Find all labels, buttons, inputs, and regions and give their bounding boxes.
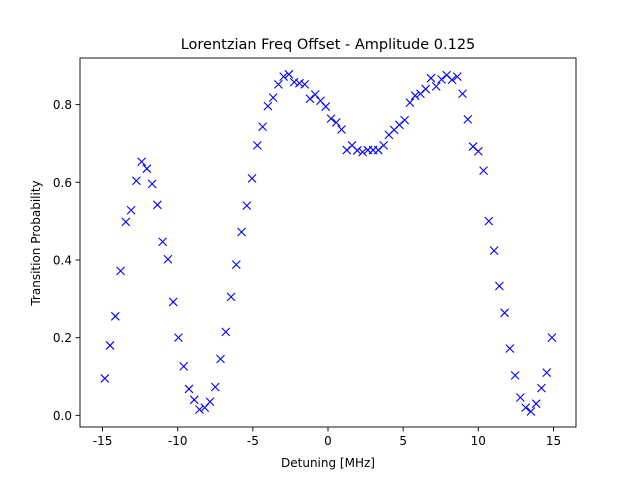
data-point bbox=[494, 281, 504, 291]
data-point bbox=[505, 344, 515, 353]
data-point bbox=[163, 254, 173, 264]
y-tick-label: 0.2 bbox=[53, 331, 72, 345]
data-point bbox=[542, 368, 552, 378]
data-point bbox=[237, 227, 246, 237]
data-point bbox=[331, 118, 341, 127]
data-point bbox=[463, 114, 473, 124]
data-point bbox=[105, 341, 115, 350]
chart-title: Lorentzian Freq Offset - Amplitude 0.125 bbox=[181, 37, 476, 53]
plot-area: -15 -10 -5 0 5 10 15 0.0 0.2 0.4 0.6 0.8 bbox=[53, 57, 577, 448]
y-tick-label: 0.6 bbox=[53, 176, 72, 190]
data-point bbox=[252, 141, 262, 150]
data-point bbox=[242, 201, 252, 210]
data-point bbox=[274, 80, 283, 89]
axes-frame bbox=[79, 57, 577, 428]
data-point bbox=[537, 383, 546, 393]
data-point bbox=[479, 166, 488, 176]
data-point bbox=[400, 115, 410, 125]
data-point bbox=[126, 205, 136, 215]
data-point bbox=[142, 164, 152, 174]
data-point bbox=[305, 94, 315, 104]
data-point bbox=[205, 397, 215, 407]
data-point bbox=[295, 78, 304, 88]
data-point bbox=[174, 333, 183, 343]
data-point bbox=[231, 260, 241, 270]
data-point bbox=[447, 75, 457, 85]
data-point bbox=[289, 77, 299, 87]
data-point bbox=[189, 395, 199, 405]
data-point bbox=[431, 81, 441, 91]
data-point bbox=[437, 74, 446, 84]
data-point bbox=[321, 102, 331, 111]
data-point bbox=[279, 72, 289, 82]
data-point bbox=[489, 246, 499, 256]
data-point bbox=[521, 403, 531, 412]
data-point bbox=[473, 146, 483, 156]
data-point bbox=[210, 382, 220, 392]
data-point bbox=[337, 125, 346, 134]
data-point bbox=[100, 374, 110, 383]
data-point bbox=[179, 362, 189, 371]
data-point bbox=[484, 216, 494, 226]
data-point bbox=[153, 200, 162, 210]
data-point bbox=[268, 93, 278, 103]
data-point bbox=[137, 157, 147, 167]
x-tick-label: -10 bbox=[168, 434, 188, 448]
data-point bbox=[526, 407, 536, 416]
data-point bbox=[168, 297, 178, 307]
data-point bbox=[221, 327, 231, 337]
data-point bbox=[326, 114, 336, 123]
x-tick-label: 15 bbox=[546, 434, 561, 448]
data-point bbox=[116, 266, 125, 276]
data-point bbox=[358, 147, 367, 157]
data-point bbox=[515, 393, 525, 402]
data-point bbox=[300, 80, 310, 89]
data-point bbox=[247, 174, 257, 183]
data-point bbox=[216, 354, 225, 364]
data-point bbox=[110, 311, 120, 321]
data-point bbox=[547, 333, 557, 343]
y-tick-label: 0.0 bbox=[53, 409, 72, 423]
x-tick-label: 10 bbox=[471, 434, 486, 448]
x-tick-label: 0 bbox=[324, 434, 332, 448]
data-point bbox=[405, 98, 415, 108]
x-tick-label: 5 bbox=[399, 434, 407, 448]
data-point bbox=[158, 237, 168, 247]
data-point bbox=[147, 179, 157, 189]
data-point bbox=[510, 370, 520, 380]
data-point bbox=[458, 89, 467, 99]
data-point bbox=[263, 101, 273, 111]
data-point bbox=[131, 176, 141, 186]
data-point bbox=[410, 91, 420, 101]
data-point bbox=[426, 73, 436, 83]
data-point bbox=[531, 399, 541, 409]
data-point bbox=[421, 84, 431, 94]
data-point bbox=[195, 405, 204, 414]
data-point bbox=[284, 69, 294, 79]
data-point bbox=[379, 141, 389, 150]
x-tick-label: -15 bbox=[93, 434, 113, 448]
data-point bbox=[500, 308, 509, 318]
y-tick-label: 0.8 bbox=[53, 98, 72, 112]
data-point bbox=[310, 90, 320, 99]
y-axis-label: Transition Probability bbox=[29, 180, 43, 306]
data-point bbox=[184, 384, 194, 394]
x-axis-label: Detuning [MHz] bbox=[281, 456, 375, 470]
data-point bbox=[226, 292, 236, 302]
data-point bbox=[452, 72, 462, 82]
y-tick-label: 0.4 bbox=[53, 253, 72, 267]
data-point bbox=[352, 146, 362, 155]
x-tick-label: -5 bbox=[247, 434, 259, 448]
data-point bbox=[258, 122, 268, 132]
data-point bbox=[121, 217, 131, 227]
